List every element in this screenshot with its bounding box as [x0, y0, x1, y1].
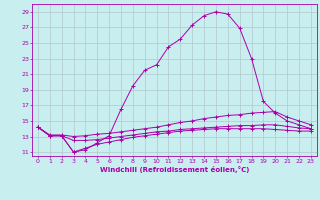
X-axis label: Windchill (Refroidissement éolien,°C): Windchill (Refroidissement éolien,°C) — [100, 166, 249, 173]
